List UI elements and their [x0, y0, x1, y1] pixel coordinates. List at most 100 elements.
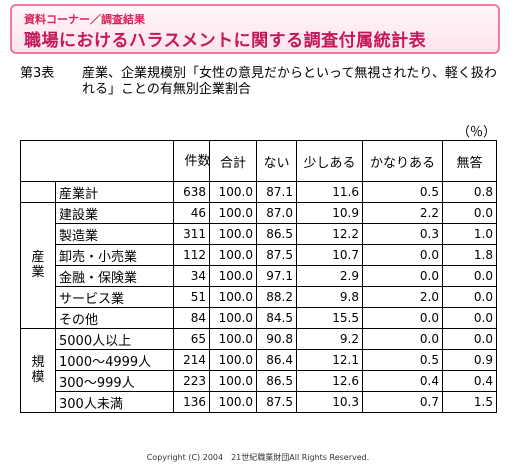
- cell-none: 87.0: [256, 202, 297, 224]
- cell-some: 10.7: [296, 244, 363, 266]
- cell-none: 90.8: [256, 328, 297, 350]
- cell-fair: 2.2: [362, 202, 443, 224]
- row-label: その他: [55, 307, 174, 329]
- cell-none: 88.2: [256, 286, 297, 308]
- cell-no-answer: 0.0: [442, 307, 497, 329]
- row-label: 産業計: [55, 181, 174, 203]
- unit-label: （％）: [456, 125, 496, 140]
- header-row: 件数 合計 ない 少しある かなりある 無答: [20, 140, 497, 182]
- header-total: 合計: [209, 140, 257, 182]
- cell-some: 10.9: [296, 202, 363, 224]
- row-label: 建設業: [55, 202, 174, 224]
- cell-total: 100.0: [209, 328, 257, 350]
- cell-count: 136: [173, 391, 210, 413]
- cell-no-answer: 1.8: [442, 244, 497, 266]
- row-label: 5000人以上: [55, 328, 174, 350]
- cell-count: 311: [173, 223, 210, 245]
- cell-total: 100.0: [209, 244, 257, 266]
- cell-no-answer: 0.0: [442, 202, 497, 224]
- row-label: 金融・保険業: [55, 265, 174, 287]
- cell-count: 112: [173, 244, 210, 266]
- table-row: 金融・保険業 34 100.0 97.1 2.9 0.0 0.0: [21, 265, 497, 287]
- cell-none: 87.1: [256, 181, 297, 203]
- cell-some: 9.8: [296, 286, 363, 308]
- header-no-answer: 無答: [442, 140, 497, 182]
- group-blank: [20, 181, 56, 203]
- cell-some: 15.5: [296, 307, 363, 329]
- table-row: 製造業 311 100.0 86.5 12.2 0.3 1.0: [21, 223, 497, 245]
- cell-fair: 0.0: [362, 307, 443, 329]
- table-number: 第3表: [20, 66, 55, 81]
- cell-total: 100.0: [209, 286, 257, 308]
- header-fair: かなりある: [362, 140, 443, 182]
- table-row: サービス業 51 100.0 88.2 9.8 2.0 0.0: [21, 286, 497, 308]
- cell-count: 46: [173, 202, 210, 224]
- banner-title: 職場におけるハラスメントに関する調査付属統計表: [24, 31, 427, 51]
- row-label: 製造業: [55, 223, 174, 245]
- header-none: ない: [256, 140, 297, 182]
- cell-fair: 0.7: [362, 391, 443, 413]
- table-row: 1000〜4999人 214 100.0 86.4 12.1 0.5 0.9: [21, 349, 497, 371]
- cell-no-answer: 1.0: [442, 223, 497, 245]
- cell-some: 11.6: [296, 181, 363, 203]
- cell-no-answer: 0.0: [442, 265, 497, 287]
- page-banner: 資料コーナー／調査結果 職場におけるハラスメントに関する調査付属統計表: [10, 4, 500, 54]
- cell-total: 100.0: [209, 202, 257, 224]
- row-label: 1000〜4999人: [55, 349, 174, 371]
- table-caption-text: 産業、企業規模別「女性の意見だからといって無視されたり、軽く扱われる」ことの有無…: [82, 66, 497, 97]
- cell-some: 12.1: [296, 349, 363, 371]
- cell-fair: 0.5: [362, 349, 443, 371]
- header-blank: [20, 140, 174, 182]
- cell-none: 86.4: [256, 349, 297, 371]
- cell-fair: 0.5: [362, 181, 443, 203]
- cell-no-answer: 1.5: [442, 391, 497, 413]
- cell-count: 34: [173, 265, 210, 287]
- cell-total: 100.0: [209, 265, 257, 287]
- cell-total: 100.0: [209, 181, 257, 203]
- cell-none: 86.5: [256, 223, 297, 245]
- cell-fair: 0.3: [362, 223, 443, 245]
- cell-no-answer: 0.4: [442, 370, 497, 392]
- cell-count: 638: [173, 181, 210, 203]
- row-label: 300人未満: [55, 391, 174, 413]
- group-label: 規模: [20, 328, 56, 413]
- cell-none: 87.5: [256, 244, 297, 266]
- cell-no-answer: 0.0: [442, 328, 497, 350]
- cell-total: 100.0: [209, 349, 257, 371]
- cell-count: 84: [173, 307, 210, 329]
- cell-none: 84.5: [256, 307, 297, 329]
- table-row: その他 84 100.0 84.5 15.5 0.0 0.0: [21, 307, 497, 329]
- cell-total: 100.0: [209, 223, 257, 245]
- cell-fair: 0.4: [362, 370, 443, 392]
- table-row: 卸売・小売業 112 100.0 87.5 10.7 0.0 1.8: [21, 244, 497, 266]
- cell-count: 51: [173, 286, 210, 308]
- copyright-footer: Copyright (C) 2004 21世紀職業財団All Rights Re…: [146, 453, 370, 462]
- cell-none: 87.5: [256, 391, 297, 413]
- cell-fair: 0.0: [362, 328, 443, 350]
- cell-some: 12.2: [296, 223, 363, 245]
- cell-no-answer: 0.9: [442, 349, 497, 371]
- cell-some: 9.2: [296, 328, 363, 350]
- statistics-table: 件数 合計 ない 少しある かなりある 無答 産業計 638 100.0 87.…: [20, 140, 497, 413]
- cell-fair: 0.0: [362, 244, 443, 266]
- cell-total: 100.0: [209, 307, 257, 329]
- row-label: 卸売・小売業: [55, 244, 174, 266]
- header-count: 件数: [173, 140, 210, 182]
- cell-some: 10.3: [296, 391, 363, 413]
- cell-count: 65: [173, 328, 210, 350]
- cell-count: 223: [173, 370, 210, 392]
- cell-count: 214: [173, 349, 210, 371]
- cell-none: 97.1: [256, 265, 297, 287]
- row-label: 300〜999人: [55, 370, 174, 392]
- cell-fair: 2.0: [362, 286, 443, 308]
- cell-total: 100.0: [209, 370, 257, 392]
- table-row: 300〜999人 223 100.0 86.5 12.6 0.4 0.4: [21, 370, 497, 392]
- cell-fair: 0.0: [362, 265, 443, 287]
- header-some: 少しある: [296, 140, 363, 182]
- cell-some: 2.9: [296, 265, 363, 287]
- cell-no-answer: 0.0: [442, 286, 497, 308]
- cell-no-answer: 0.8: [442, 181, 497, 203]
- cell-total: 100.0: [209, 391, 257, 413]
- table-row: 300人未満 136 100.0 87.5 10.3 0.7 1.5: [21, 391, 497, 413]
- cell-none: 86.5: [256, 370, 297, 392]
